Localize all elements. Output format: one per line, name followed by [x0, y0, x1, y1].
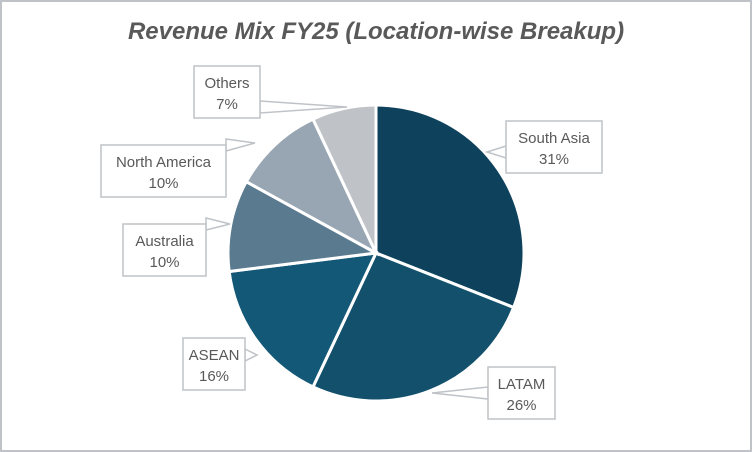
svg-text:South Asia: South Asia — [518, 130, 590, 147]
pie-slice-others[interactable] — [310, 103, 378, 254]
pie-slice-australia[interactable] — [226, 179, 381, 274]
pie-slice-asean[interactable] — [227, 251, 379, 389]
svg-text:10%: 10% — [149, 254, 179, 271]
svg-text:10%: 10% — [148, 175, 178, 192]
svg-text:Australia: Australia — [135, 233, 194, 250]
data-label-north-america: North America 10% — [100, 138, 256, 198]
svg-text:North America: North America — [116, 154, 212, 171]
data-label-south-asia: South Asia 31% — [484, 120, 603, 174]
data-label-latam: LATAM 26% — [431, 366, 556, 420]
data-label-asean: ASEAN 16% — [182, 337, 259, 391]
svg-text:7%: 7% — [216, 96, 238, 113]
svg-text:LATAM: LATAM — [498, 376, 546, 393]
data-label-australia: Australia 10% — [122, 217, 231, 277]
svg-text:16%: 16% — [199, 368, 229, 385]
pie-slice-north-america[interactable] — [244, 117, 380, 257]
pie-slice-south-asia[interactable] — [374, 103, 526, 310]
svg-text:31%: 31% — [539, 151, 569, 168]
data-label-others: Others 7% — [193, 65, 348, 119]
pie-slice-latam[interactable] — [310, 251, 516, 403]
svg-text:26%: 26% — [506, 397, 536, 414]
svg-text:ASEAN: ASEAN — [189, 347, 240, 364]
svg-text:Others: Others — [204, 75, 249, 92]
chart-title: Revenue Mix FY25 (Location-wise Breakup) — [127, 18, 625, 45]
